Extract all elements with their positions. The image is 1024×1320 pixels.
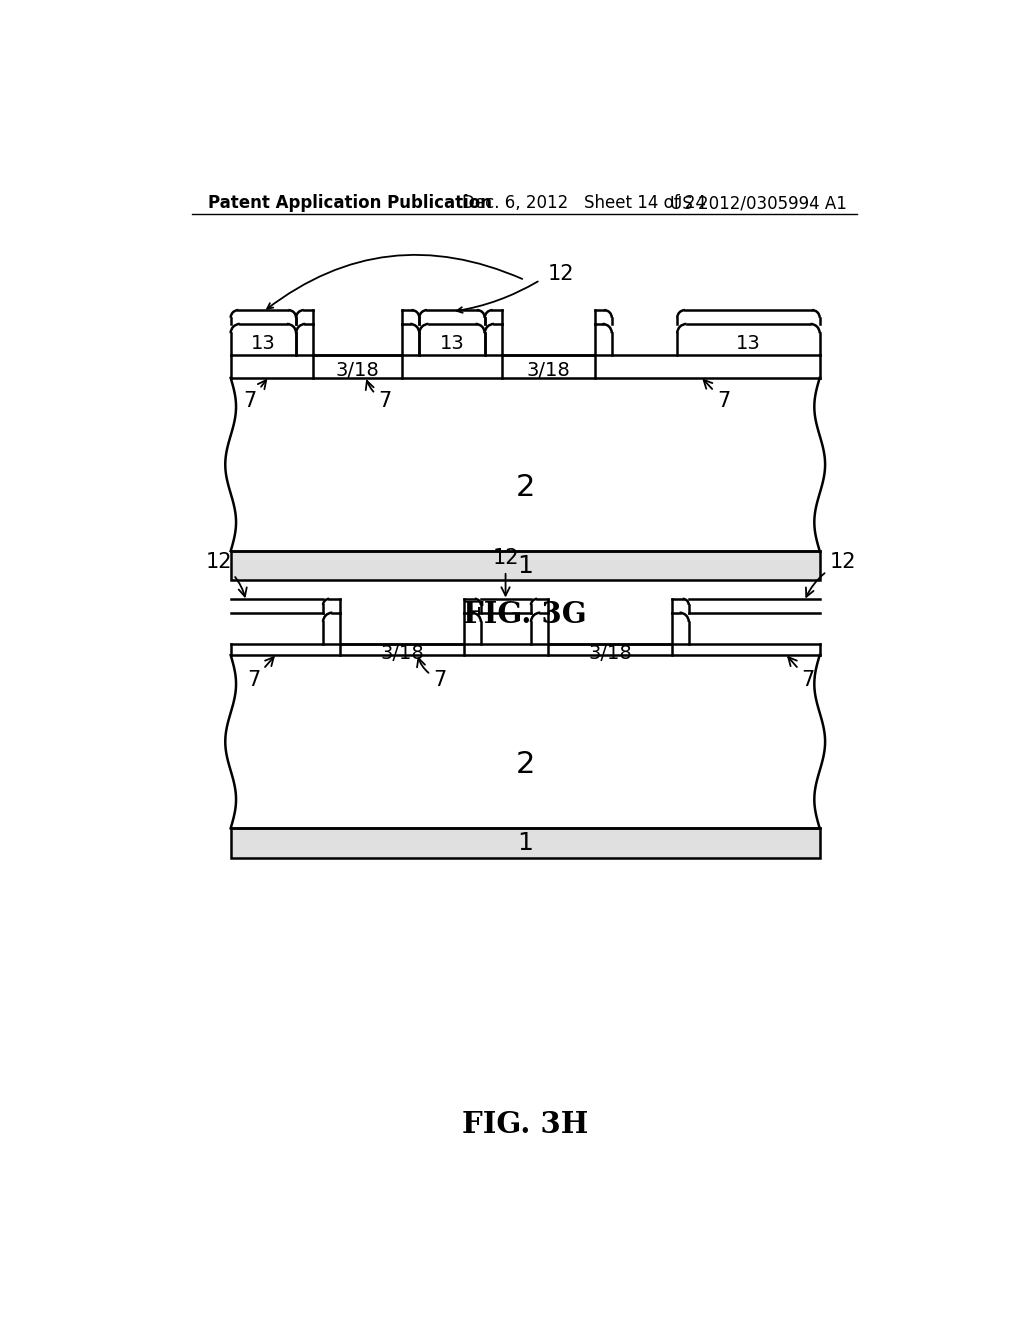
Text: 7: 7 xyxy=(366,381,391,411)
Text: 13: 13 xyxy=(736,334,761,352)
Text: FIG. 3H: FIG. 3H xyxy=(462,1110,588,1139)
Text: 12: 12 xyxy=(806,552,856,597)
Text: 7: 7 xyxy=(703,380,730,411)
Text: 2: 2 xyxy=(515,750,535,779)
Bar xyxy=(230,829,819,858)
Text: 7: 7 xyxy=(244,380,266,411)
Text: 3/18: 3/18 xyxy=(526,360,570,380)
Text: Dec. 6, 2012   Sheet 14 of 24: Dec. 6, 2012 Sheet 14 of 24 xyxy=(462,194,706,213)
Text: 13: 13 xyxy=(251,334,275,352)
Text: 3/18: 3/18 xyxy=(380,644,424,663)
Text: 12: 12 xyxy=(206,552,247,597)
Text: 1: 1 xyxy=(517,830,534,855)
Text: US 2012/0305994 A1: US 2012/0305994 A1 xyxy=(670,194,847,213)
Text: 7: 7 xyxy=(417,659,446,690)
Text: 12: 12 xyxy=(493,548,519,595)
Text: 12: 12 xyxy=(548,264,574,284)
Text: Patent Application Publication: Patent Application Publication xyxy=(208,194,492,213)
Text: 7: 7 xyxy=(788,657,815,690)
Text: 1: 1 xyxy=(517,553,534,578)
Text: 2: 2 xyxy=(515,473,535,502)
Text: 13: 13 xyxy=(439,334,465,352)
Text: 3/18: 3/18 xyxy=(336,360,380,380)
Bar xyxy=(230,552,819,581)
Text: FIG. 3G: FIG. 3G xyxy=(463,599,587,628)
Text: 7: 7 xyxy=(247,657,273,690)
Text: 3/18: 3/18 xyxy=(588,644,632,663)
